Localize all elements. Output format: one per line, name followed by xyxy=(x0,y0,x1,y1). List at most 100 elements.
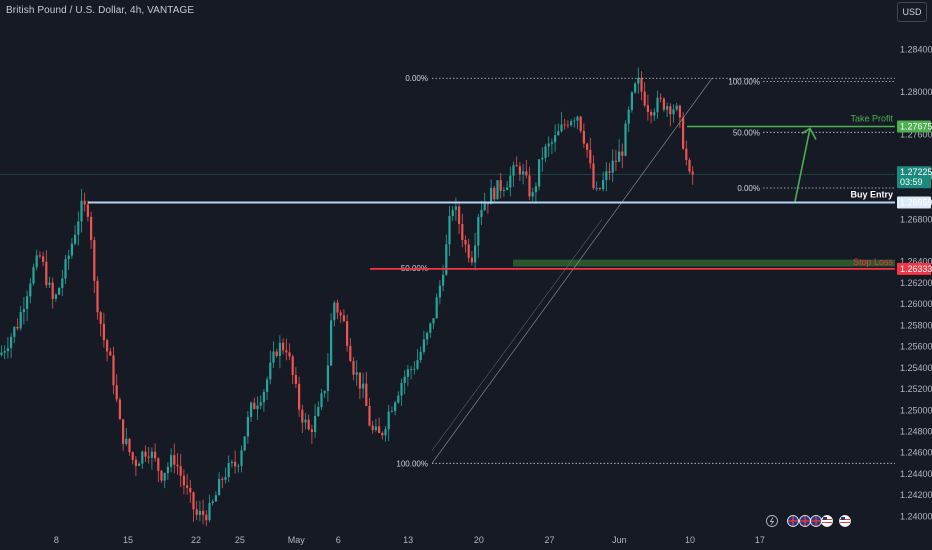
candle-body xyxy=(486,203,489,205)
candle-body xyxy=(390,411,393,412)
candle-body xyxy=(522,171,525,175)
candle-body xyxy=(256,405,259,410)
candle-body xyxy=(669,106,672,115)
candle-body xyxy=(480,209,483,217)
candle-body xyxy=(541,157,544,160)
candle-body xyxy=(470,257,473,263)
candle-body xyxy=(301,409,304,423)
candle-body xyxy=(262,391,265,403)
candle-body xyxy=(154,451,157,459)
candle-body xyxy=(368,405,371,426)
candle-body xyxy=(227,463,230,478)
candle-body xyxy=(691,171,694,175)
candle-body xyxy=(42,256,45,262)
candle-body xyxy=(0,352,3,356)
lightning-circle xyxy=(766,515,778,527)
candle-body xyxy=(192,492,195,510)
candle-body xyxy=(646,105,649,112)
candle-body xyxy=(160,470,163,481)
candle-body xyxy=(326,365,329,391)
price-tick-label: 1.28000 xyxy=(900,87,932,97)
candle-body xyxy=(550,142,553,144)
time-tick-label: Jun xyxy=(612,535,627,545)
candle-body xyxy=(656,97,659,113)
candle-body xyxy=(141,451,144,464)
candle-body xyxy=(483,203,486,210)
candle-body xyxy=(310,429,313,432)
candle-body xyxy=(195,509,198,515)
candle-body xyxy=(291,356,294,376)
candle-body xyxy=(339,312,342,316)
fib-label-bottom: 100.00% xyxy=(396,459,428,468)
candle-body xyxy=(102,323,105,341)
candle-body xyxy=(650,111,653,116)
candle-body xyxy=(605,171,608,181)
candle-body xyxy=(304,419,307,423)
candle-body xyxy=(627,109,630,124)
candle-body xyxy=(131,452,134,460)
lightning-icon xyxy=(766,515,778,527)
candle-body xyxy=(573,120,576,122)
candle-body xyxy=(509,175,512,188)
candle-body xyxy=(352,360,355,375)
candle-body xyxy=(3,351,6,353)
candle-body xyxy=(115,385,118,400)
current-price-tag-bg xyxy=(897,166,931,189)
candle-body xyxy=(435,297,438,319)
candle-body xyxy=(307,419,310,430)
candle-body xyxy=(26,296,29,310)
candle-body xyxy=(678,105,681,118)
trend-line xyxy=(431,78,713,464)
candle-body xyxy=(218,478,221,496)
candle-body xyxy=(426,332,429,340)
us-flag-icon xyxy=(821,515,833,527)
us-flag-icon xyxy=(839,515,851,527)
candle-body xyxy=(502,190,505,191)
candle-body xyxy=(458,206,461,224)
time-tick-label: 15 xyxy=(123,535,133,545)
candle-body xyxy=(662,98,665,110)
candle-body xyxy=(221,478,224,480)
candle-body xyxy=(246,416,249,437)
candle-body xyxy=(554,135,557,143)
candle-body xyxy=(403,376,406,383)
candle-body xyxy=(659,97,662,99)
candle-body xyxy=(566,124,569,126)
price-tick-label: 1.26000 xyxy=(900,299,932,309)
countdown-tag: 03:59 xyxy=(900,177,923,187)
candle-body xyxy=(461,223,464,240)
candle-body xyxy=(29,283,32,297)
candle-body xyxy=(205,514,208,521)
candle-body xyxy=(490,187,493,205)
fib-label-top: 0.00% xyxy=(405,74,428,83)
fib-label-upper-50: 50.00% xyxy=(733,128,760,137)
candle-body xyxy=(387,411,390,430)
candle-body xyxy=(557,131,560,136)
candle-body xyxy=(672,109,675,115)
candle-body xyxy=(147,456,150,458)
price-tick-label: 1.26200 xyxy=(900,278,932,288)
profit-arrow xyxy=(794,128,811,202)
price-tick-label: 1.24600 xyxy=(900,448,932,458)
candle-body xyxy=(80,200,83,222)
candle-body xyxy=(518,166,521,175)
candle-body xyxy=(397,395,400,403)
time-tick-label: 20 xyxy=(474,535,484,545)
candle-body xyxy=(528,175,531,197)
price-tick-label: 1.24400 xyxy=(900,469,932,479)
candle-body xyxy=(582,130,585,144)
candle-body xyxy=(666,106,669,110)
candle-body xyxy=(83,200,86,205)
candle-body xyxy=(346,321,349,346)
candle-body xyxy=(374,426,377,431)
candle-body xyxy=(320,393,323,407)
price-tick-label: 1.26800 xyxy=(900,214,932,224)
candle-body xyxy=(477,216,480,246)
candle-body xyxy=(176,464,179,467)
currency-button[interactable]: USD xyxy=(897,2,927,22)
candle-body xyxy=(579,116,582,131)
fib-label-upper-0: 0.00% xyxy=(737,184,760,193)
